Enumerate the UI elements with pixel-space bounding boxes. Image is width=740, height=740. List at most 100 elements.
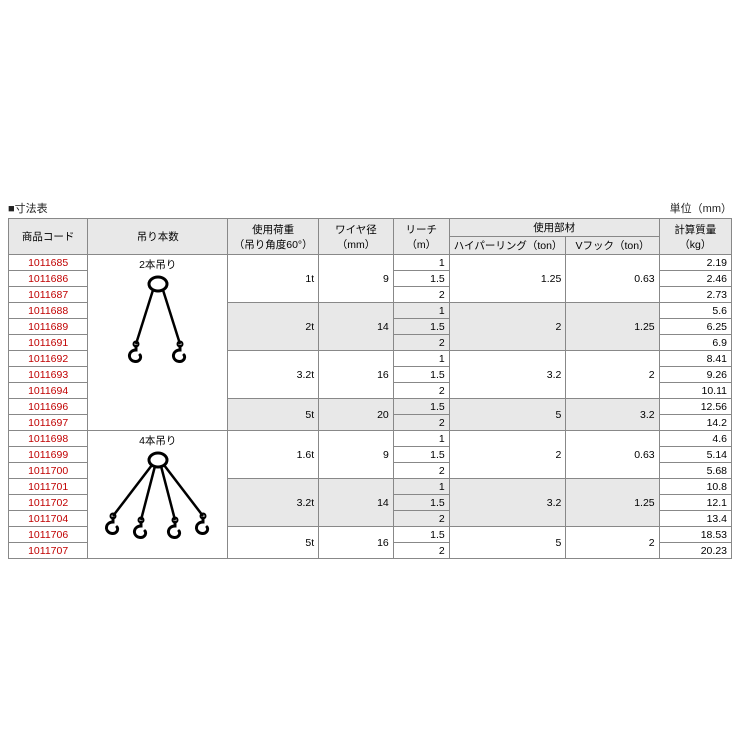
cell-product-code: 1011698: [9, 431, 88, 447]
cell-sling-type: 2本吊り: [88, 255, 228, 431]
cell-v-hook: 3.2: [566, 399, 659, 431]
cell-product-code: 1011687: [9, 287, 88, 303]
cell-reach: 1: [393, 255, 449, 271]
cell-load: 1t: [228, 255, 319, 303]
cell-hyper-ring: 2: [449, 431, 566, 479]
col-sling-count: 吊り本数: [88, 219, 228, 255]
cell-reach: 2: [393, 463, 449, 479]
cell-reach: 1.5: [393, 319, 449, 335]
sling-diagram-icon: [92, 450, 223, 540]
cell-product-code: 1011704: [9, 511, 88, 527]
cell-mass: 5.6: [659, 303, 731, 319]
sling-type-label: 4本吊り: [92, 433, 223, 448]
cell-reach: 1.5: [393, 399, 449, 415]
cell-load: 3.2t: [228, 479, 319, 527]
cell-load: 5t: [228, 527, 319, 559]
cell-mass: 9.26: [659, 367, 731, 383]
cell-wire-dia: 16: [319, 527, 394, 559]
cell-wire-dia: 16: [319, 351, 394, 399]
cell-mass: 6.9: [659, 335, 731, 351]
cell-product-code: 1011706: [9, 527, 88, 543]
cell-mass: 12.56: [659, 399, 731, 415]
col-product-code: 商品コード: [9, 219, 88, 255]
cell-hyper-ring: 3.2: [449, 351, 566, 399]
table-row: 10116984本吊り1.6t9120.634.6: [9, 431, 732, 447]
cell-reach: 2: [393, 511, 449, 527]
cell-product-code: 1011685: [9, 255, 88, 271]
cell-load: 3.2t: [228, 351, 319, 399]
col-working-load: 使用荷重（吊り角度60°）: [228, 219, 319, 255]
cell-v-hook: 2: [566, 527, 659, 559]
cell-sling-type: 4本吊り: [88, 431, 228, 559]
cell-reach: 2: [393, 383, 449, 399]
col-calc-mass: 計算質量（kg）: [659, 219, 731, 255]
cell-load: 5t: [228, 399, 319, 431]
col-wire-dia: ワイヤ径（mm）: [319, 219, 394, 255]
cell-reach: 2: [393, 335, 449, 351]
cell-mass: 2.46: [659, 271, 731, 287]
cell-product-code: 1011689: [9, 319, 88, 335]
cell-product-code: 1011702: [9, 495, 88, 511]
sling-diagram-icon: [92, 274, 223, 364]
cell-mass: 18.53: [659, 527, 731, 543]
cell-wire-dia: 9: [319, 431, 394, 479]
cell-mass: 12.1: [659, 495, 731, 511]
cell-product-code: 1011693: [9, 367, 88, 383]
cell-reach: 1: [393, 479, 449, 495]
cell-v-hook: 2: [566, 351, 659, 399]
table-title: ■寸法表: [8, 200, 48, 216]
cell-product-code: 1011699: [9, 447, 88, 463]
col-hyper-ring: ハイパーリング（ton）: [449, 237, 566, 255]
cell-v-hook: 0.63: [566, 431, 659, 479]
cell-product-code: 1011694: [9, 383, 88, 399]
cell-load: 1.6t: [228, 431, 319, 479]
cell-hyper-ring: 5: [449, 527, 566, 559]
cell-mass: 20.23: [659, 543, 731, 559]
cell-reach: 1: [393, 303, 449, 319]
cell-reach: 2: [393, 543, 449, 559]
cell-hyper-ring: 1.25: [449, 255, 566, 303]
cell-mass: 4.6: [659, 431, 731, 447]
table-row: 10116852本吊り1t911.250.632.19: [9, 255, 732, 271]
cell-mass: 6.25: [659, 319, 731, 335]
cell-product-code: 1011697: [9, 415, 88, 431]
cell-product-code: 1011691: [9, 335, 88, 351]
cell-v-hook: 0.63: [566, 255, 659, 303]
cell-wire-dia: 14: [319, 303, 394, 351]
cell-mass: 13.4: [659, 511, 731, 527]
cell-mass: 10.8: [659, 479, 731, 495]
unit-label: 単位（mm）: [670, 200, 732, 216]
cell-reach: 1: [393, 351, 449, 367]
cell-load: 2t: [228, 303, 319, 351]
sling-type-label: 2本吊り: [92, 257, 223, 272]
cell-wire-dia: 9: [319, 255, 394, 303]
cell-product-code: 1011686: [9, 271, 88, 287]
cell-product-code: 1011696: [9, 399, 88, 415]
dimension-table: 商品コード 吊り本数 使用荷重（吊り角度60°） ワイヤ径（mm） リーチ（m）…: [8, 218, 732, 559]
cell-mass: 5.68: [659, 463, 731, 479]
cell-reach: 1.5: [393, 447, 449, 463]
cell-mass: 2.73: [659, 287, 731, 303]
cell-hyper-ring: 3.2: [449, 479, 566, 527]
cell-reach: 1: [393, 431, 449, 447]
cell-hyper-ring: 2: [449, 303, 566, 351]
cell-product-code: 1011688: [9, 303, 88, 319]
cell-reach: 1.5: [393, 271, 449, 287]
cell-reach: 1.5: [393, 527, 449, 543]
col-reach: リーチ（m）: [393, 219, 449, 255]
table-header: 商品コード 吊り本数 使用荷重（吊り角度60°） ワイヤ径（mm） リーチ（m）…: [9, 219, 732, 255]
cell-v-hook: 1.25: [566, 479, 659, 527]
cell-reach: 1.5: [393, 367, 449, 383]
cell-v-hook: 1.25: [566, 303, 659, 351]
col-components: 使用部材: [449, 219, 659, 237]
cell-product-code: 1011701: [9, 479, 88, 495]
cell-reach: 2: [393, 287, 449, 303]
cell-mass: 14.2: [659, 415, 731, 431]
col-v-hook: Vフック（ton）: [566, 237, 659, 255]
cell-product-code: 1011692: [9, 351, 88, 367]
cell-mass: 5.14: [659, 447, 731, 463]
cell-reach: 1.5: [393, 495, 449, 511]
cell-wire-dia: 20: [319, 399, 394, 431]
cell-wire-dia: 14: [319, 479, 394, 527]
cell-mass: 8.41: [659, 351, 731, 367]
